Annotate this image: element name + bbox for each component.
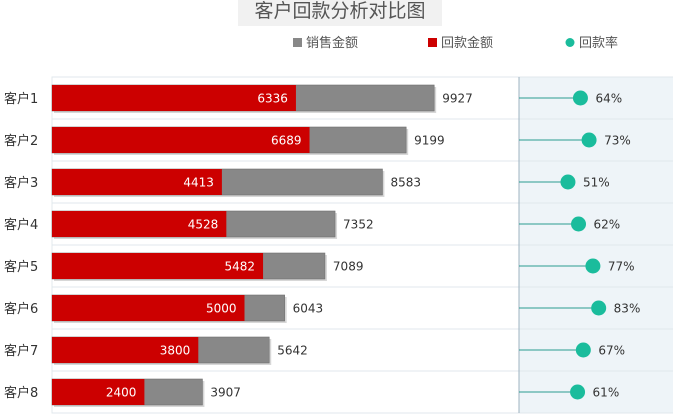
payment-value-label: 3800: [160, 344, 191, 358]
title-background: [238, 0, 442, 26]
rate-value-label: 64%: [595, 92, 622, 106]
rate-point: [591, 300, 607, 316]
payment-bar: [52, 169, 222, 195]
chart-title: 客户回款分析对比图: [254, 0, 425, 22]
rate-point: [585, 258, 601, 274]
legend-label: 回款金额: [441, 35, 493, 51]
payment-bar: [52, 379, 145, 405]
rate-value-label: 51%: [583, 176, 610, 190]
category-label: 客户1: [4, 91, 38, 107]
payment-bar: [52, 295, 245, 321]
category-label: 客户5: [4, 259, 38, 275]
category-label: 客户7: [4, 343, 38, 359]
payment-bar: [52, 85, 296, 111]
legend-swatch: [565, 38, 575, 47]
rate-value-label: 73%: [604, 134, 631, 148]
payment-bar: [52, 127, 310, 153]
rate-point: [575, 342, 591, 358]
rate-point: [572, 90, 588, 106]
payment-value-label: 5482: [225, 260, 256, 274]
legend-swatch: [293, 38, 302, 47]
payment-value-label: 6689: [271, 134, 302, 148]
rate-value-label: 83%: [614, 302, 641, 316]
category-label: 客户2: [4, 133, 38, 149]
payment-value-label: 4413: [183, 176, 214, 190]
rate-point: [570, 384, 586, 400]
rate-value-label: 61%: [593, 386, 620, 400]
legend-label: 销售金额: [306, 35, 358, 51]
rate-point: [560, 174, 576, 190]
sales-value-label: 7089: [333, 260, 364, 274]
payment-value-label: 2400: [106, 386, 137, 400]
sales-value-label: 8583: [390, 176, 421, 190]
category-label: 客户8: [4, 385, 38, 401]
sales-value-label: 7352: [343, 218, 374, 232]
legend-label: 回款率: [579, 35, 618, 51]
rate-point: [571, 216, 587, 232]
payment-bar: [52, 253, 264, 279]
rate-value-label: 67%: [598, 344, 625, 358]
payment-bar: [52, 211, 227, 237]
plot-area: 客户1 6336 9927 64% 客户2 6689 9199 73% 客户3 4413 8583 5…: [4, 76, 673, 414]
payment-bar: [52, 337, 199, 363]
legend: 销售金额 回款金额 回款率: [293, 35, 618, 51]
sales-value-label: 6043: [293, 302, 324, 316]
payment-value-label: 6336: [257, 92, 288, 106]
payment-value-label: 5000: [206, 302, 237, 316]
sales-value-label: 3907: [210, 386, 241, 400]
rate-value-label: 62%: [594, 218, 621, 232]
rate-point: [581, 132, 597, 148]
sales-value-label: 9927: [442, 92, 473, 106]
category-label: 客户4: [4, 217, 38, 233]
rate-value-label: 77%: [608, 260, 635, 274]
sales-value-label: 9199: [414, 134, 445, 148]
category-label: 客户6: [4, 301, 38, 317]
payment-value-label: 4528: [188, 218, 219, 232]
category-label: 客户3: [4, 175, 38, 191]
sales-value-label: 5642: [277, 344, 308, 358]
legend-swatch: [428, 38, 437, 47]
